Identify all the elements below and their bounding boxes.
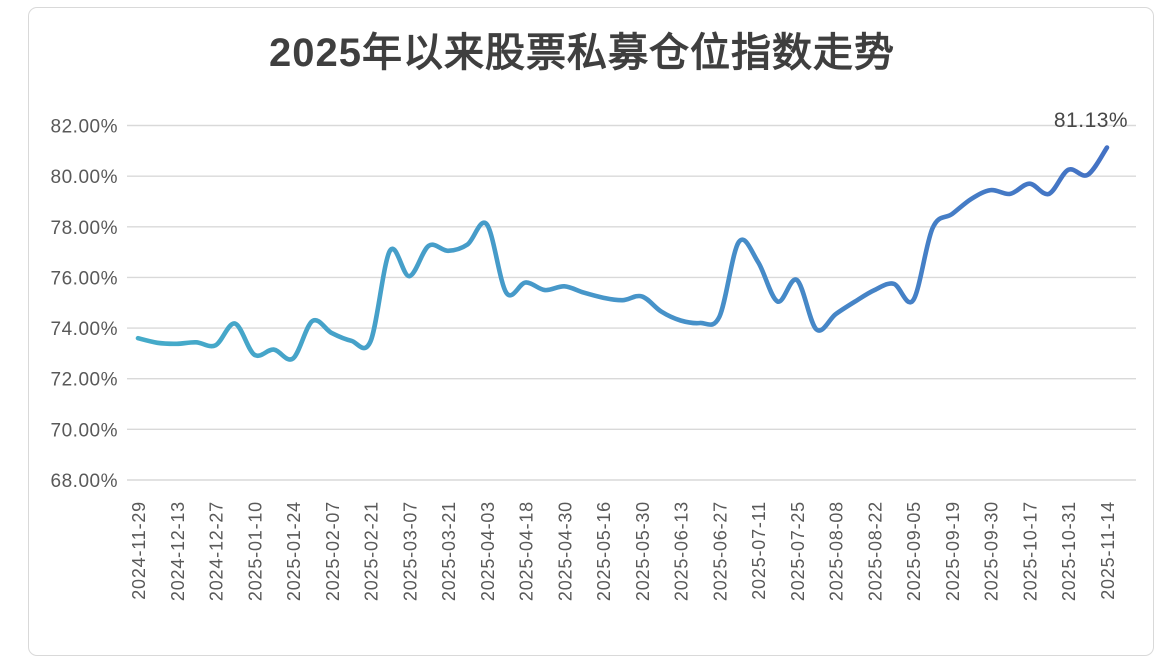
chart-border xyxy=(28,7,1154,656)
x-axis-label: 2025-04-18 xyxy=(517,501,537,601)
x-axis-label: 2025-02-21 xyxy=(362,501,382,601)
y-axis-label: 78.00% xyxy=(51,218,118,239)
x-axis-label: 2025-04-30 xyxy=(555,501,575,601)
x-axis-label: 2025-04-03 xyxy=(478,501,498,601)
x-axis-label: 2025-03-07 xyxy=(400,501,420,601)
series-line xyxy=(135,145,1110,362)
x-axis-label: 2025-09-05 xyxy=(904,501,924,601)
x-axis-label: 2024-12-27 xyxy=(207,501,227,601)
y-axis-label: 68.00% xyxy=(51,471,118,492)
y-axis-label: 74.00% xyxy=(51,319,118,340)
x-axis-label: 2025-05-16 xyxy=(594,501,614,601)
x-axis-label: 2024-11-29 xyxy=(129,501,149,600)
y-axis-label: 82.00% xyxy=(51,117,118,138)
x-axis-label: 2025-06-27 xyxy=(710,501,730,601)
x-axis-label: 2025-01-10 xyxy=(245,501,265,601)
x-axis-label: 2025-10-17 xyxy=(1020,501,1040,601)
x-axis-label: 2025-02-07 xyxy=(323,501,343,601)
last-point-data-label: 81.13% xyxy=(1054,109,1128,132)
chart-title: 2025年以来股票私募仓位指数走势 xyxy=(269,31,895,75)
x-axis-label: 2025-11-14 xyxy=(1098,501,1118,600)
x-axis-label: 2025-03-21 xyxy=(439,501,459,601)
x-axis-label: 2024-12-13 xyxy=(168,501,188,601)
x-axis-label: 2025-07-25 xyxy=(788,501,808,601)
x-axis-label: 2025-08-22 xyxy=(865,501,885,601)
y-axis-label: 80.00% xyxy=(51,167,118,188)
y-axis-label: 72.00% xyxy=(51,370,118,391)
x-axis-label: 2025-10-31 xyxy=(1059,501,1079,601)
x-axis-label: 2025-07-11 xyxy=(749,501,769,600)
x-axis-label: 2025-06-13 xyxy=(672,501,692,601)
x-axis-label: 2025-01-24 xyxy=(284,501,304,601)
x-axis-label: 2025-08-08 xyxy=(827,501,847,601)
x-axis-label: 2025-09-30 xyxy=(982,501,1002,601)
x-axis-label: 2025-09-19 xyxy=(943,501,963,601)
x-axis-label: 2025-05-30 xyxy=(633,501,653,601)
y-axis-label: 76.00% xyxy=(51,268,118,289)
y-axis-label: 70.00% xyxy=(51,420,118,441)
